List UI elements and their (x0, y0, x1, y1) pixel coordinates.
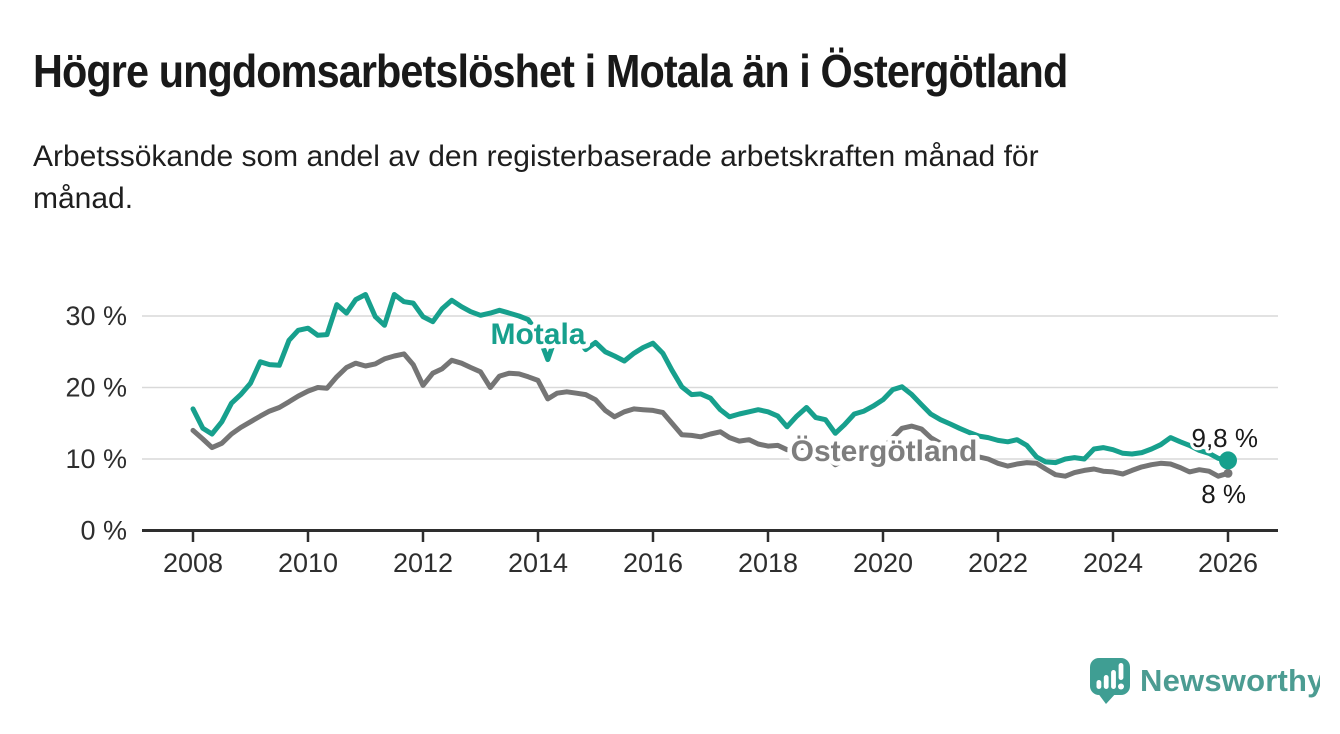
x-axis-tick-label: 2026 (1198, 548, 1258, 578)
ostergotland-end-value-label: 8 % (1201, 479, 1246, 509)
chart-subtitle: Arbetssökande som andel av den registerb… (33, 140, 1039, 215)
x-axis-tick-label: 2024 (1083, 548, 1143, 578)
ostergotland-line (190, 351, 1231, 479)
line-chart: 0 % 10 % 20 % 30 % 2008 2010 2012 2014 2016 2018 2… (65, 292, 1278, 578)
motala-line (190, 292, 1231, 466)
y-axis-tick-label: 10 % (65, 444, 127, 474)
x-axis-tick-label: 2020 (853, 548, 913, 578)
motala-series-label: Motala (490, 318, 585, 351)
x-axis-tick-label: 2008 (163, 548, 223, 578)
newsworthy-logo-text: Newsworthy (1140, 663, 1320, 698)
y-axis-tick-label: 30 % (65, 301, 127, 331)
motala-end-dot (1219, 451, 1237, 470)
x-axis-tick-label: 2014 (508, 548, 568, 578)
x-axis-tick-label: 2010 (278, 548, 338, 578)
ostergotland-end-dot (1223, 468, 1233, 478)
x-axis-tick-label: 2018 (738, 548, 798, 578)
y-axis-tick-label: 20 % (65, 373, 127, 403)
x-axis-tick-label: 2012 (393, 548, 453, 578)
y-axis-tick-label: 0 % (80, 516, 127, 546)
chart-generated-layer: 0 % 10 % 20 % 30 % 2008 2010 2012 2014 2016 2018 2… (65, 292, 1278, 578)
page-title: Högre ungdomsarbetslöshet i Motala än i … (33, 45, 1068, 97)
x-axis-tick-label: 2022 (968, 548, 1028, 578)
motala-end-value-label: 9,8 % (1192, 423, 1259, 453)
ostergotland-series-label: Östergötland (791, 435, 978, 468)
x-axis-tick-label: 2016 (623, 548, 683, 578)
newsworthy-logo[interactable]: Newsworthy (1080, 645, 1320, 715)
newsworthy-logo-icon (1090, 658, 1130, 704)
